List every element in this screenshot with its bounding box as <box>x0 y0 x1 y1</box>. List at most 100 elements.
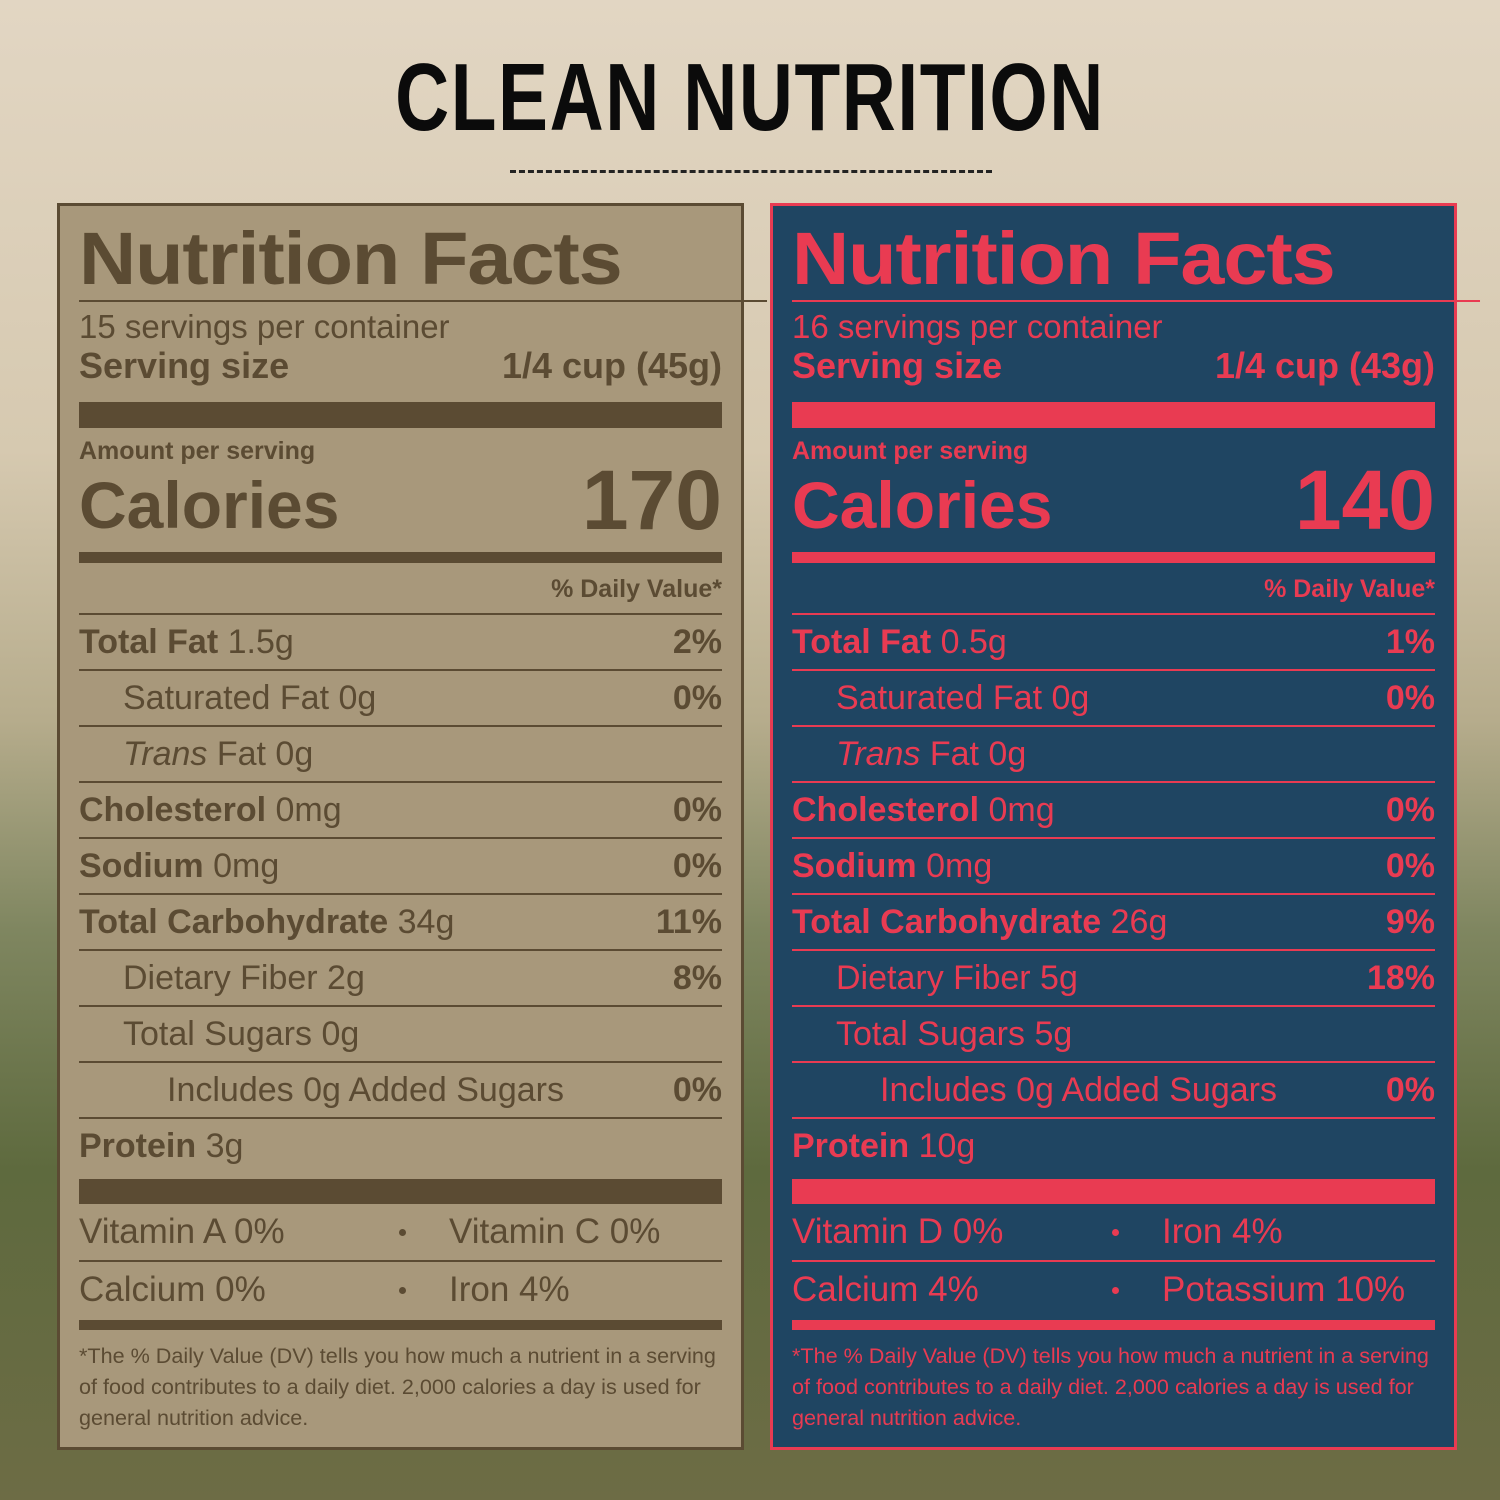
nutrient-row: Cholesterol 0mg 0% <box>792 783 1435 839</box>
nutrient-row: Total Sugars 0g <box>79 1007 722 1063</box>
nutrient-row: Total Fat 0.5g 1% <box>792 615 1435 671</box>
nutrient-daily-value: 0% <box>672 846 722 885</box>
medium-bar <box>792 1320 1435 1330</box>
nutrient-amount: 0mg <box>988 790 1055 829</box>
separator-dot <box>399 1286 406 1294</box>
nutrient-daily-value: 0% <box>672 678 722 717</box>
nutrition-label: Nutrition Facts 15 servings per container… <box>57 203 768 1450</box>
vitamin: Iron 4% <box>449 1270 570 1309</box>
nutrient-name: Total Sugars 5g <box>792 1015 1072 1054</box>
nutrient-name-text: Sodium <box>79 846 204 885</box>
nutrient-amount: 3g <box>205 1126 244 1165</box>
nutrient-row: Total Sugars 5g <box>792 1007 1435 1063</box>
nutrient-name: Sodium 0mg <box>792 847 992 886</box>
nutrient-daily-value: 1% <box>1385 622 1435 661</box>
nutrient-name: Saturated Fat 0g <box>792 679 1089 718</box>
calories-row: Calories 170 <box>79 458 722 542</box>
nutrient-name: Protein 3g <box>79 1127 243 1166</box>
nutrient-amount: 0mg <box>926 846 993 885</box>
thick-bar <box>79 402 722 428</box>
label-title: Nutrition Facts <box>792 218 1481 302</box>
nutrient-name: Trans Fat 0g <box>79 735 313 774</box>
nutrient-name-italic: Trans <box>836 734 921 773</box>
nutrient-row: Dietary Fiber 2g 8% <box>79 951 722 1007</box>
nutrient-name-text: Includes 0g Added Sugars <box>167 1070 564 1109</box>
medium-bar <box>79 552 722 563</box>
amount-per-serving: Amount per serving <box>79 437 316 465</box>
nutrient-daily-value: 18% <box>1366 958 1435 997</box>
nutrient-row: Includes 0g Added Sugars 0% <box>792 1063 1435 1119</box>
vitamin: Iron 4% <box>1162 1212 1283 1251</box>
vitamin: Calcium 0% <box>79 1270 266 1309</box>
nutrient-row: Trans Fat 0g <box>79 727 722 783</box>
daily-value-header: % Daily Value* <box>792 563 1435 615</box>
nutrient-row: Sodium 0mg 0% <box>79 839 722 895</box>
nutrient-name: Cholesterol 0mg <box>792 791 1055 830</box>
nutrient-name: Total Carbohydrate 34g <box>79 903 454 942</box>
nutrient-name: Includes 0g Added Sugars <box>792 1071 1277 1110</box>
nutrient-name-text: Fat 0g <box>929 734 1027 773</box>
nutrient-name: Cholesterol 0mg <box>79 791 342 830</box>
vitamin: Potassium 10% <box>1162 1270 1406 1309</box>
vitamin: Vitamin C 0% <box>449 1212 661 1251</box>
nutrient-name: Trans Fat 0g <box>792 735 1026 774</box>
nutrient-name-text: Sodium <box>792 846 917 885</box>
vitamin-row: Calcium 4% Potassium 10% <box>792 1262 1435 1318</box>
nutrient-name-text: Cholesterol <box>79 790 267 829</box>
nutrient-daily-value: 0% <box>1385 846 1435 885</box>
servings: 16 servings per container <box>792 308 1163 345</box>
vitamin: Vitamin A 0% <box>79 1212 285 1251</box>
nutrient-name-text: Protein <box>79 1126 197 1165</box>
divider <box>510 170 992 173</box>
nutrient-name-text: Total Sugars 5g <box>836 1014 1073 1053</box>
servings: 15 servings per container <box>79 308 450 345</box>
nutrient-name-text: Total Sugars 0g <box>123 1014 360 1053</box>
vitamin: Calcium 4% <box>792 1270 979 1309</box>
medium-bar <box>79 1320 722 1330</box>
nutrient-amount: 1.5g <box>227 622 294 661</box>
calories-label: Calories <box>79 468 340 542</box>
nutrient-name-text: Total Fat <box>79 622 219 661</box>
nutrient-row: Includes 0g Added Sugars 0% <box>79 1063 722 1119</box>
nutrient-name-text: Includes 0g Added Sugars <box>880 1070 1277 1109</box>
separator-dot <box>1112 1228 1119 1236</box>
thick-bar <box>792 402 1435 428</box>
nutrient-row: Saturated Fat 0g 0% <box>79 671 722 727</box>
footnote: *The % Daily Value (DV) tells you how mu… <box>792 1343 1429 1430</box>
serving-size: Serving size 1/4 cup (45g) <box>79 346 722 390</box>
nutrient-name-text: Total Fat <box>792 622 932 661</box>
nutrient-name: Total Fat 0.5g <box>792 623 1007 662</box>
vitamin-row: Calcium 0% Iron 4% <box>79 1262 722 1318</box>
nutrient-daily-value: 9% <box>1385 902 1435 941</box>
serving-size-value: 1/4 cup (45g) <box>501 345 722 386</box>
nutrient-row: Cholesterol 0mg 0% <box>79 783 722 839</box>
vitamin-row: Vitamin A 0% Vitamin C 0% <box>79 1204 722 1262</box>
calories-row: Calories 140 <box>792 458 1435 542</box>
nutrient-amount: 0.5g <box>940 622 1007 661</box>
vitamin-row: Vitamin D 0% Iron 4% <box>792 1204 1435 1262</box>
serving-size-label: Serving size <box>792 345 1003 386</box>
nutrient-name: Total Fat 1.5g <box>79 623 294 662</box>
nutrient-amount: 0mg <box>213 846 280 885</box>
nutrient-amount: 0mg <box>275 790 342 829</box>
separator-dot <box>1112 1286 1119 1294</box>
thick-bar <box>79 1179 722 1204</box>
nutrient-row: Protein 3g <box>79 1119 722 1173</box>
nutrient-amount: 10g <box>918 1126 976 1165</box>
nutrient-row: Saturated Fat 0g 0% <box>792 671 1435 727</box>
nutrient-daily-value: 0% <box>1385 790 1435 829</box>
nutrient-row: Sodium 0mg 0% <box>792 839 1435 895</box>
calories-value: 140 <box>1294 453 1435 547</box>
serving-size: Serving size 1/4 cup (43g) <box>792 346 1435 390</box>
nutrient-row: Dietary Fiber 5g 18% <box>792 951 1435 1007</box>
nutrient-row: Total Fat 1.5g 2% <box>79 615 722 671</box>
nutrient-name-text: Cholesterol <box>792 790 980 829</box>
nutrient-daily-value: 8% <box>672 958 722 997</box>
nutrient-name: Total Sugars 0g <box>79 1015 359 1054</box>
page-title: CLEAN NUTRITION <box>395 44 1105 151</box>
serving-size-label: Serving size <box>79 345 290 386</box>
nutrient-name-text: Dietary Fiber 5g <box>836 958 1078 997</box>
serving-size-value: 1/4 cup (43g) <box>1214 345 1435 386</box>
nutrient-row: Protein 10g <box>792 1119 1435 1173</box>
